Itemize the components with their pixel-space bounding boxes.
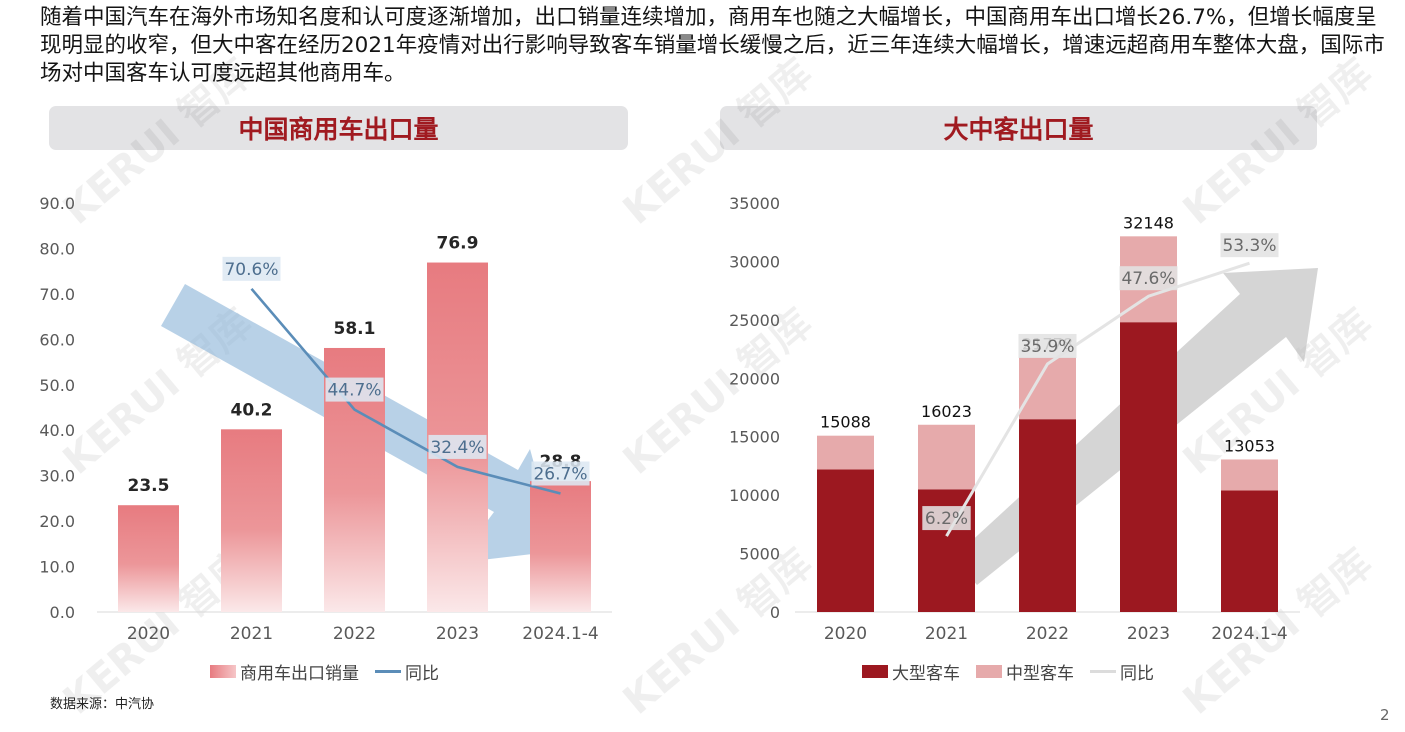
left-bar-value-label: 58.1	[334, 319, 376, 339]
page-number: 2	[1380, 706, 1390, 724]
legend-item-large-bus: 大型客车	[862, 659, 960, 684]
legend-item-right-yoy: 同比	[1090, 659, 1154, 684]
right-ytick-label: 10000	[729, 486, 780, 505]
legend-label-yoy: 同比	[405, 664, 439, 684]
right-yoy-label: 47.6%	[1121, 269, 1175, 289]
left-yoy-label-bg	[325, 377, 384, 402]
left-category-label: 2020	[127, 624, 170, 644]
right-yoy-label-bg	[1119, 266, 1178, 291]
right-ytick-label: 30000	[729, 252, 780, 271]
left-ytick-label: 20.0	[39, 512, 75, 531]
right-bar-large	[1221, 490, 1278, 612]
right-yoy-label: 53.3%	[1222, 236, 1276, 256]
left-yoy-label: 70.6%	[224, 260, 278, 280]
right-total-label: 15088	[820, 413, 871, 432]
right-ytick-label: 5000	[739, 545, 780, 564]
left-category-label: 2021	[230, 624, 273, 644]
left-yoy-label-bg	[531, 461, 590, 486]
legend-swatch-large-bus	[862, 665, 888, 678]
right-total-label: 13053	[1224, 436, 1275, 455]
right-yoy-label-bg	[922, 506, 971, 531]
left-bar-value-label: 40.2	[231, 400, 273, 420]
right-ytick-label: 15000	[729, 428, 780, 447]
left-category-label: 2022	[333, 624, 376, 644]
legend-label-large-bus: 大型客车	[892, 664, 960, 684]
right-ytick-label: 20000	[729, 369, 780, 388]
left-ytick-label: 0.0	[50, 603, 75, 622]
right-legend: 大型客车 中型客车 同比	[862, 659, 1170, 684]
right-category-label: 2022	[1026, 624, 1069, 644]
right-total-label: 32148	[1123, 213, 1174, 232]
right-chart-title: 大中客出口量	[720, 106, 1317, 150]
left-category-label: 2024.1-4	[522, 624, 598, 644]
left-bar-value-label: 76.9	[437, 234, 479, 254]
left-bar	[118, 505, 179, 612]
right-yoy-label-bg	[1220, 233, 1279, 258]
legend-item-yoy: 同比	[375, 659, 439, 684]
right-yoy-line	[945, 261, 1250, 537]
right-total-label: 16023	[921, 402, 972, 421]
legend-item-commercial: 商用车出口销量	[210, 659, 359, 684]
right-category-label: 2023	[1127, 624, 1170, 644]
right-bar-medium	[1221, 459, 1278, 491]
legend-label-right-yoy: 同比	[1120, 664, 1154, 684]
legend-label-commercial: 商用车出口销量	[240, 664, 359, 684]
right-category-label: 2024.1-4	[1211, 624, 1287, 644]
left-ytick-label: 50.0	[39, 376, 75, 395]
left-bar	[530, 481, 591, 612]
legend-label-medium-bus: 中型客车	[1006, 664, 1074, 684]
left-yoy-line	[250, 287, 561, 495]
right-yoy-label-bg	[1018, 333, 1077, 358]
left-chart-title: 中国商用车出口量	[49, 106, 628, 150]
left-ytick-label: 90.0	[39, 194, 75, 213]
left-yoy-label-bg	[428, 434, 487, 459]
right-category-label: 2020	[824, 624, 867, 644]
right-ytick-label: 0	[770, 603, 780, 622]
left-legend: 商用车出口销量 同比	[210, 659, 455, 684]
left-yoy-label: 44.7%	[327, 381, 381, 401]
left-bar	[221, 429, 282, 612]
right-bar-medium	[817, 435, 874, 470]
right-ytick-label: 25000	[729, 311, 780, 330]
right-yoy-label: 35.9%	[1020, 337, 1074, 357]
right-category-label: 2021	[925, 624, 968, 644]
right-bar-large	[1019, 419, 1076, 612]
left-bar-value-label: 23.5	[128, 476, 170, 496]
left-ytick-label: 40.0	[39, 421, 75, 440]
intro-paragraph: 随着中国汽车在海外市场知名度和认可度逐渐增加，出口销量连续增加，商用车也随之大幅…	[40, 5, 1385, 86]
right-bar-large	[1120, 322, 1177, 612]
right-yoy-label: 6.2%	[925, 509, 968, 529]
source-note: 数据来源：中汽协	[50, 697, 155, 712]
left-ytick-label: 80.0	[39, 239, 75, 258]
legend-item-medium-bus: 中型客车	[976, 659, 1074, 684]
right-bar-medium	[918, 424, 975, 490]
legend-line-right-yoy	[1090, 670, 1116, 673]
left-ytick-label: 30.0	[39, 467, 75, 486]
legend-swatch-commercial	[210, 665, 236, 678]
right-bar-medium	[1019, 357, 1076, 420]
left-category-label: 2023	[436, 624, 479, 644]
left-yoy-label-bg	[222, 256, 281, 281]
right-ytick-label: 35000	[729, 194, 780, 213]
legend-swatch-medium-bus	[976, 665, 1002, 678]
left-yoy-label: 26.7%	[533, 465, 587, 485]
left-ytick-label: 70.0	[39, 285, 75, 304]
left-ytick-label: 10.0	[39, 558, 75, 577]
legend-line-yoy	[375, 670, 401, 673]
left-ytick-label: 60.0	[39, 330, 75, 349]
right-bar-large	[817, 469, 874, 612]
left-yoy-label: 32.4%	[430, 438, 484, 458]
